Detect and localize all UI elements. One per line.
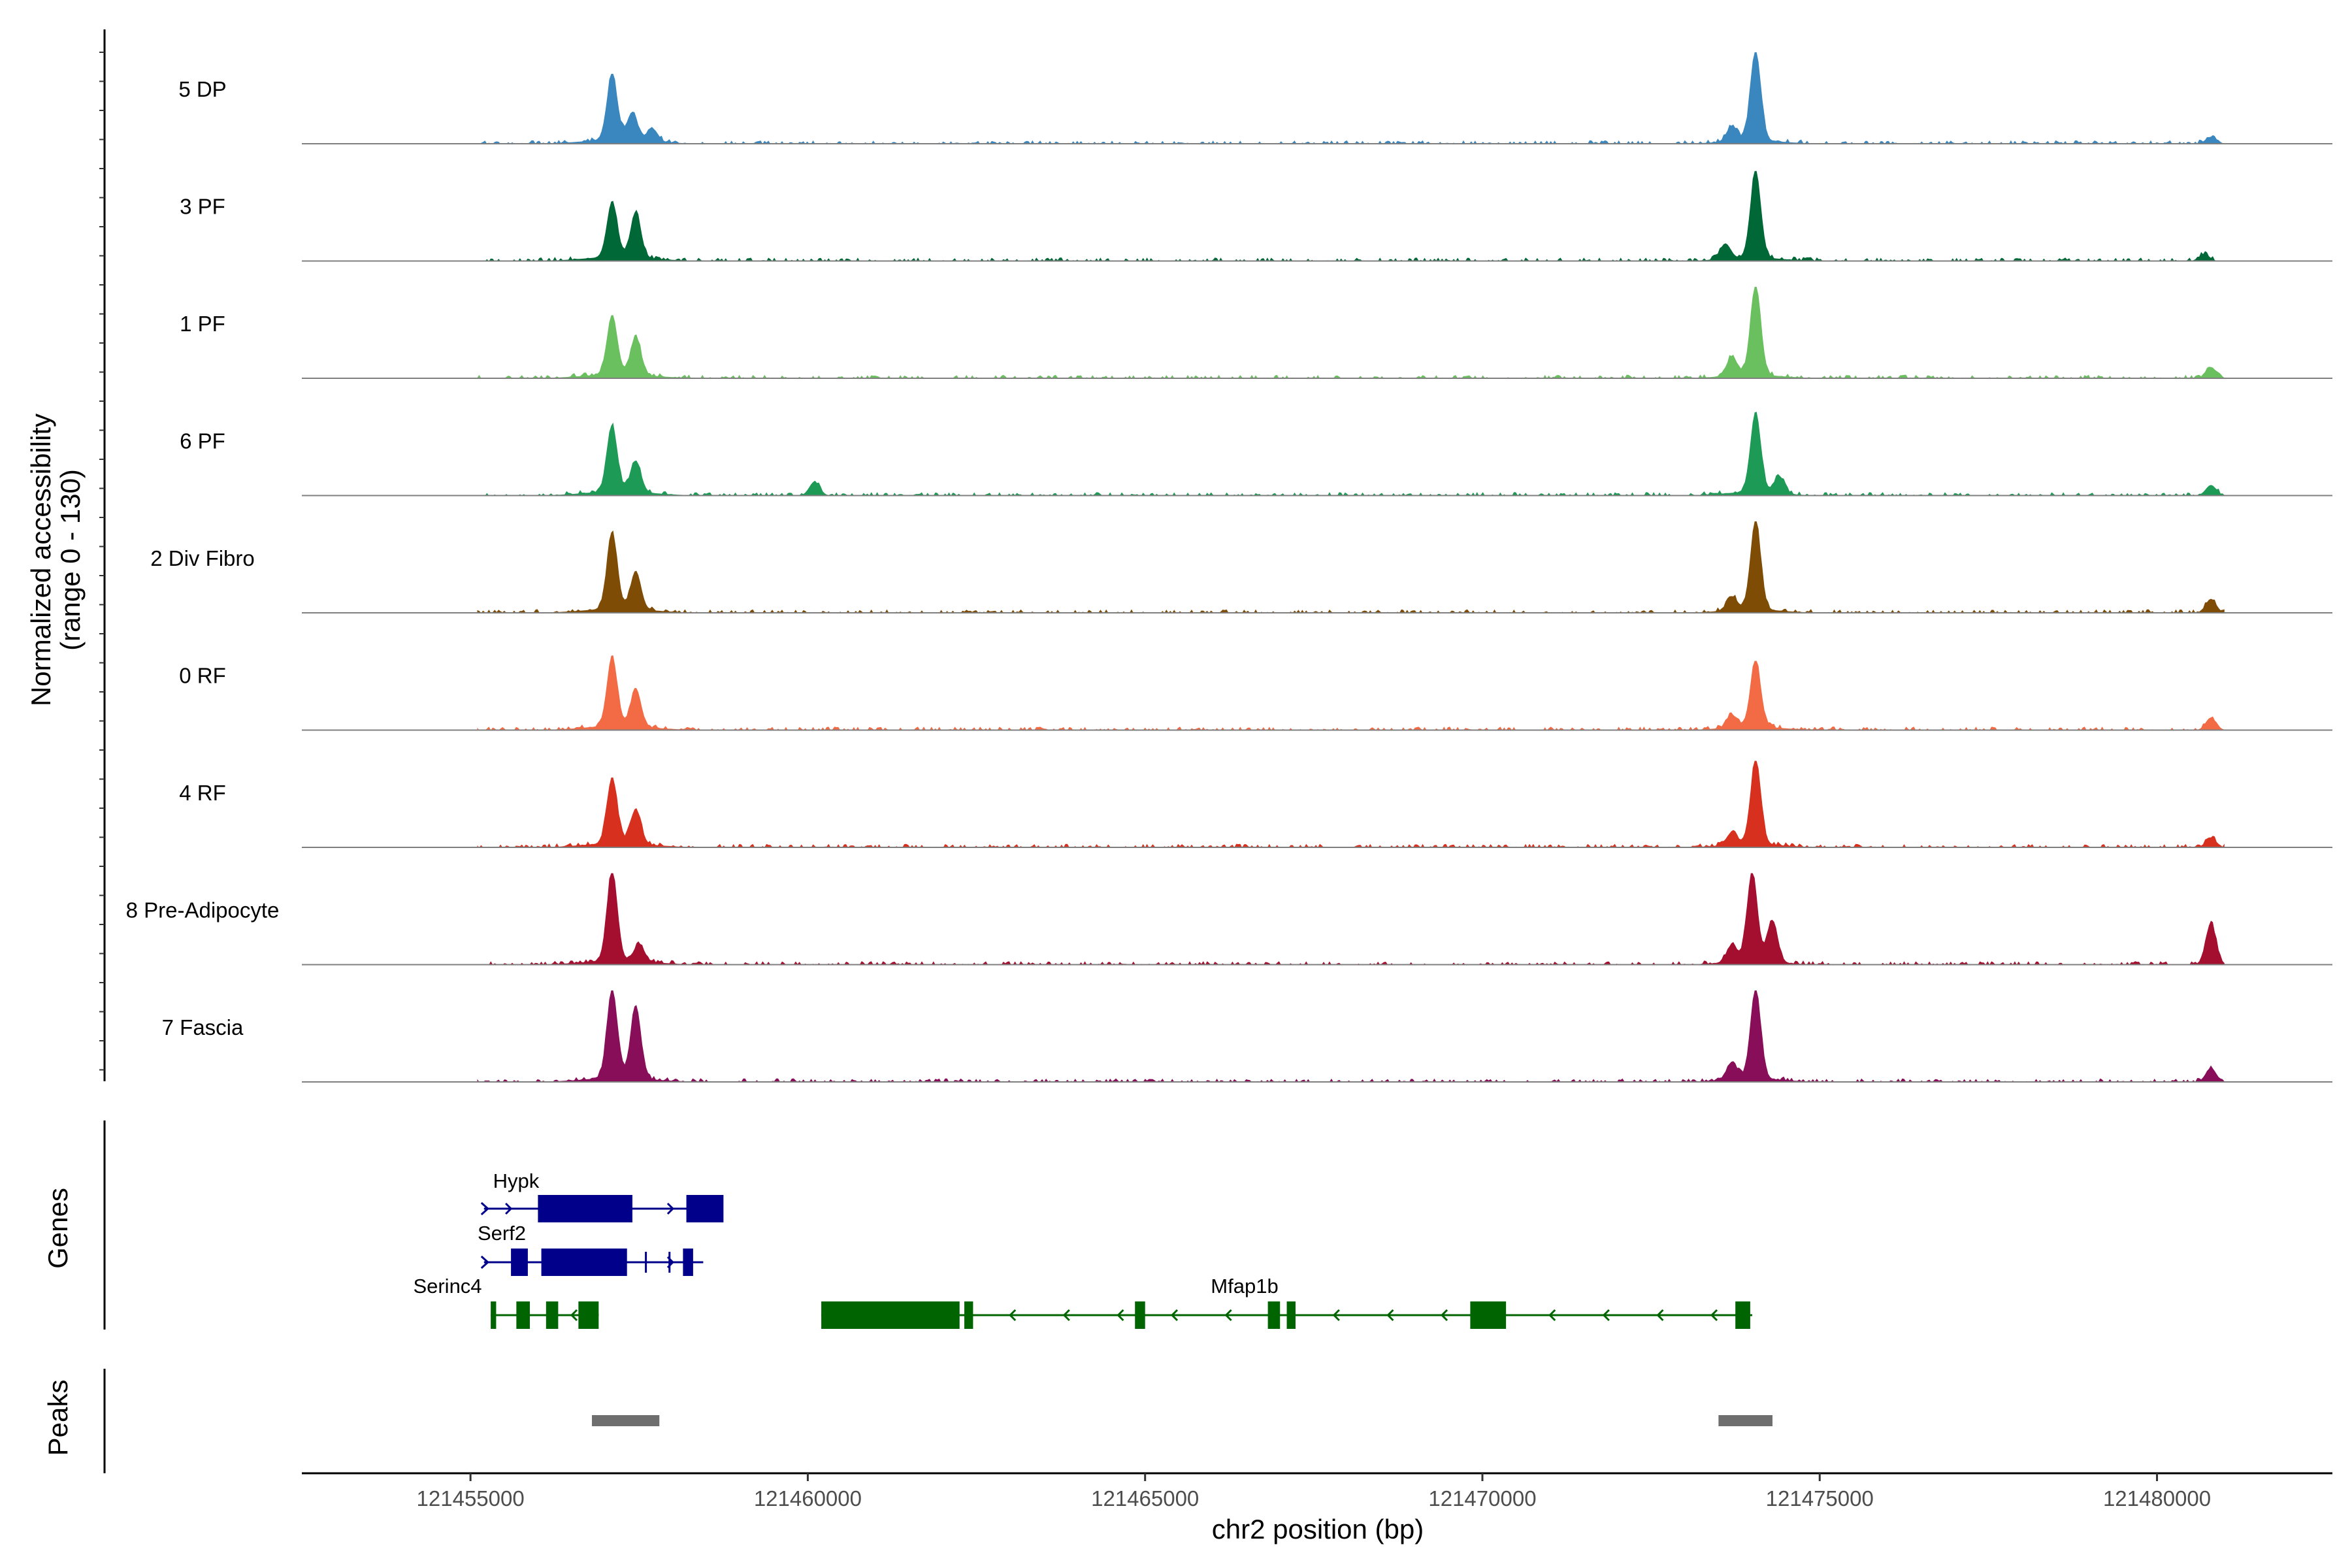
gene-exon — [546, 1301, 559, 1329]
track-label: 3 PF — [180, 195, 225, 219]
track-8-pre-adipocyte: 8 Pre-Adipocyte — [126, 873, 2332, 966]
gene-label: Hypk — [493, 1169, 540, 1192]
strand-arrow — [480, 1201, 490, 1216]
track-label: 0 RF — [179, 664, 226, 688]
coverage-area — [477, 655, 2225, 730]
track-3-pf: 3 PF — [180, 171, 2332, 262]
gene-label: Serf2 — [478, 1222, 526, 1245]
gene-label: Serinc4 — [413, 1275, 482, 1298]
gene-exon — [1470, 1301, 1507, 1329]
x-tick-label: 121470000 — [1428, 1486, 1536, 1511]
coverage-area — [477, 873, 2225, 965]
track-label: 1 PF — [180, 312, 225, 336]
gene-exon — [1135, 1301, 1145, 1329]
coverage-area — [477, 760, 2225, 847]
gene-exon — [964, 1301, 973, 1329]
coverage-area — [477, 52, 2225, 144]
gene-exon — [516, 1301, 531, 1329]
strand-arrow — [480, 1255, 490, 1269]
x-axis-title: chr2 position (bp) — [1212, 1514, 1424, 1544]
genes-panel: Hypk Serf2 Serinc4 Mfap1b — [413, 1169, 1752, 1329]
y-axis-range: (range 0 - 130) — [55, 469, 86, 651]
track-7-fascia: 7 Fascia — [162, 990, 2332, 1083]
strand-arrow — [1440, 1309, 1448, 1322]
track-0-rf: 0 RF — [179, 655, 2332, 731]
gene-exon — [578, 1301, 599, 1329]
strand-arrow — [666, 1202, 675, 1215]
track-2-div-fibro: 2 Div Fibro — [150, 521, 2332, 613]
gene-exon — [491, 1301, 497, 1329]
gene-exon — [1735, 1301, 1750, 1329]
gene-exon — [683, 1249, 693, 1276]
peak-region — [1718, 1415, 1772, 1426]
strand-arrow — [1009, 1309, 1017, 1322]
coverage-area — [477, 990, 2225, 1082]
gene-exon — [1286, 1301, 1296, 1329]
x-tick-label: 121460000 — [754, 1486, 862, 1511]
strand-arrow — [1062, 1309, 1070, 1322]
coverage-area — [477, 171, 2225, 261]
gene-serinc4: Serinc4 — [413, 1275, 599, 1329]
strand-arrow — [1386, 1309, 1394, 1322]
track-4-rf: 4 RF — [179, 760, 2332, 848]
track-5-dp: 5 DP — [178, 52, 2332, 144]
gene-hypk: Hypk — [480, 1169, 724, 1222]
y-axis-title: Normalized accessibility — [25, 414, 56, 706]
gene-exon — [686, 1195, 724, 1222]
x-tick-label: 121455000 — [417, 1486, 525, 1511]
coverage-area — [477, 521, 2225, 613]
peaks-panel-label: Peaks — [42, 1380, 73, 1456]
gene-serf2: Serf2 — [478, 1222, 704, 1276]
coverage-tracks: 5 DP 3 PF 1 PF 6 PF 2 Div Fibro 0 RF 4 RF 8 Pre… — [126, 52, 2332, 1083]
genes-panel-label: Genes — [42, 1188, 73, 1269]
track-6-pf: 6 PF — [180, 412, 2332, 497]
gene-exon — [1267, 1301, 1281, 1329]
track-label: 2 Div Fibro — [150, 546, 255, 570]
track-1-pf: 1 PF — [180, 287, 2332, 379]
gene-label: Mfap1b — [1211, 1275, 1278, 1298]
track-label: 8 Pre-Adipocyte — [126, 898, 280, 923]
gene-exon — [541, 1249, 627, 1276]
axes: 121455000 121460000 121465000 121470000 1214… — [99, 29, 2332, 1511]
strand-arrow — [1117, 1309, 1124, 1322]
x-tick-label: 121465000 — [1091, 1486, 1199, 1511]
gene-mfap1b: Mfap1b — [821, 1275, 1752, 1329]
coverage-area — [477, 287, 2225, 378]
x-tick-label: 121480000 — [2103, 1486, 2211, 1511]
coverage-area — [477, 412, 2225, 496]
track-label: 7 Fascia — [162, 1015, 244, 1039]
track-label: 5 DP — [178, 77, 226, 101]
strand-arrow — [505, 1202, 513, 1215]
track-label: 6 PF — [180, 429, 225, 453]
strand-arrow — [1170, 1309, 1179, 1322]
x-tick-label: 121475000 — [1766, 1486, 1874, 1511]
gene-exon — [821, 1301, 960, 1329]
track-label: 4 RF — [179, 781, 226, 805]
gene-exon — [538, 1195, 632, 1222]
strand-arrow — [1602, 1309, 1610, 1322]
peak-region — [592, 1415, 660, 1426]
strand-arrow — [1656, 1309, 1664, 1322]
strand-arrow — [1332, 1309, 1340, 1322]
strand-arrow — [1224, 1309, 1232, 1322]
strand-arrow — [1548, 1309, 1556, 1322]
strand-arrow — [570, 1309, 578, 1322]
strand-arrow — [1710, 1309, 1718, 1322]
gene-exon — [511, 1249, 528, 1276]
peaks-panel — [592, 1415, 1772, 1426]
